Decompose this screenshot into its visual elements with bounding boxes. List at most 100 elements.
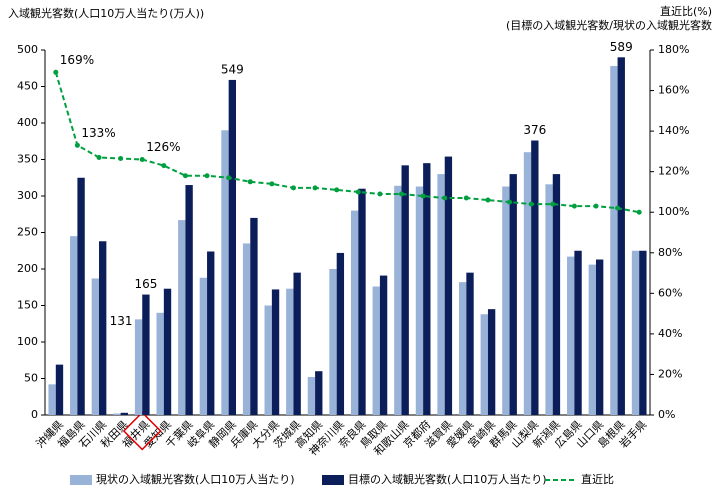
bar [163, 288, 172, 415]
y2-tick-label: 20% [658, 367, 682, 380]
bar [639, 250, 647, 415]
line-marker [53, 69, 59, 75]
y2-subtitle: (目標の入域観光客数/現状の入域観光客数 [506, 18, 712, 32]
y-tick-label: 250 [17, 226, 38, 239]
bar [379, 275, 388, 415]
bar [567, 256, 575, 415]
line-marker [182, 173, 188, 179]
line-marker [399, 191, 405, 197]
bar [156, 312, 164, 415]
y-tick-label: 400 [17, 116, 38, 129]
y-tick-label: 300 [17, 189, 38, 202]
legend-label: 目標の入域観光客数(人口10万人当たり) [348, 472, 547, 486]
y2-tick-label: 180% [658, 43, 689, 56]
bar [178, 220, 186, 415]
line-marker [74, 142, 80, 148]
bar [250, 217, 258, 415]
data-label: 165 [134, 277, 157, 291]
legend-label: 直近比 [581, 472, 614, 486]
line-marker [96, 154, 102, 160]
line-marker [507, 199, 513, 205]
y-tick-label: 0 [31, 408, 38, 421]
line-marker [312, 185, 318, 191]
bar [228, 79, 237, 416]
data-label: 549 [221, 62, 244, 76]
bar [185, 185, 193, 415]
bar [286, 288, 294, 415]
line-marker [485, 197, 491, 203]
y2-title: 直近比(%) [660, 4, 712, 18]
bar [466, 272, 474, 415]
bar [315, 371, 323, 415]
bar [509, 174, 517, 415]
bar [358, 188, 366, 415]
line [54, 72, 640, 214]
line-marker [420, 193, 426, 199]
bar [394, 185, 402, 415]
highlight-box [122, 411, 162, 451]
bar [70, 236, 78, 415]
line-marker [247, 179, 253, 185]
bar [595, 259, 604, 415]
y2-tick-label: 140% [658, 124, 689, 137]
bar [423, 163, 431, 415]
bar [617, 57, 625, 416]
bar [372, 286, 380, 415]
line-marker [550, 201, 556, 207]
y2-tick-label: 120% [658, 165, 689, 178]
chart-title: 入域観光客数(人口10万人当たり(万人)) [8, 6, 204, 20]
legend-swatch [322, 475, 344, 485]
bar [444, 156, 453, 415]
y-tick-label: 350 [17, 153, 38, 166]
data-label: 376 [523, 123, 546, 137]
bar [120, 412, 128, 415]
line-marker [442, 195, 448, 201]
y-tick-label: 450 [17, 80, 38, 93]
line-marker [118, 155, 124, 161]
bar [48, 384, 56, 415]
bar [523, 152, 532, 415]
bar [552, 174, 561, 415]
data-label: 169% [60, 53, 94, 67]
bar [588, 264, 596, 415]
bar [480, 314, 488, 415]
y2-tick-label: 100% [658, 205, 689, 218]
bar [242, 243, 251, 415]
bar [336, 252, 345, 415]
bar [610, 66, 618, 415]
line-marker [204, 173, 210, 179]
bar [91, 278, 100, 415]
line-marker [463, 195, 469, 201]
line-marker [636, 209, 642, 215]
line-marker [571, 203, 577, 209]
data-label: 589 [610, 40, 633, 54]
bar [271, 289, 280, 415]
line-marker [355, 189, 361, 195]
line-marker [161, 163, 167, 169]
line-marker [269, 181, 275, 187]
y2-tick-label: 0% [658, 408, 675, 421]
y2-tick-label: 160% [658, 84, 689, 97]
data-label: 133% [81, 126, 115, 140]
y-tick-label: 150 [17, 299, 38, 312]
bar [631, 250, 640, 415]
legend-label: 現状の入域観光客数(人口10万人当たり) [96, 472, 295, 486]
y-tick-label: 500 [17, 43, 38, 56]
line-marker [226, 175, 232, 181]
bar [502, 186, 510, 415]
y2-tick-label: 80% [658, 246, 682, 259]
bar [113, 413, 121, 415]
bar [134, 319, 143, 415]
bar [307, 377, 316, 415]
line-marker [290, 185, 296, 191]
bar [531, 140, 539, 415]
bar [350, 210, 359, 415]
line-marker [139, 157, 145, 162]
data-label: 131 [110, 314, 133, 328]
y2-tick-label: 60% [658, 286, 682, 299]
legend-swatch [70, 475, 92, 485]
bar [487, 309, 496, 415]
bar [142, 294, 150, 415]
bar [77, 177, 85, 415]
